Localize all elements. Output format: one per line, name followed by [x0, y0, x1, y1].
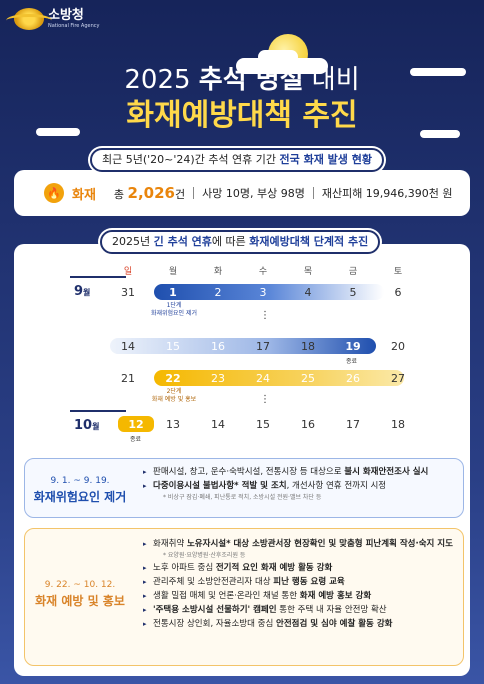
stage1-items: 판매시설, 창고, 운수·숙박시설, 전통시장 등 대상으로 불시 화재안전조사… [143, 465, 455, 503]
fire-label: 화재 [72, 187, 96, 203]
emblem-icon [6, 8, 52, 30]
month-divider [70, 410, 126, 412]
weekday-fri: 금 [348, 267, 358, 277]
day-cell: 17 [256, 340, 270, 353]
ellipsis: ⋮ [260, 394, 270, 405]
day-cell: 13 [166, 418, 180, 431]
stage2-end: 종료 [130, 436, 142, 443]
weekday-mon: 월 [168, 267, 178, 277]
weekday-sat: 토 [393, 267, 403, 277]
day-cell: 18 [391, 418, 405, 431]
day-cell: 26 [346, 372, 360, 385]
cloud-icon [420, 130, 460, 138]
day-cell: 6 [394, 286, 402, 299]
list-item: 판매시설, 창고, 운수·숙박시설, 전통시장 등 대상으로 불시 화재안전조사… [143, 465, 455, 479]
stage2-date: 9. 22. ~ 10. 12. [44, 580, 116, 590]
stage2-bar-end [118, 416, 154, 432]
cloud-icon [410, 68, 466, 76]
day-cell: 18 [301, 340, 315, 353]
list-item: 전통시장 상인회, 자율소방대 중심 안전점검 및 심야 예찰 활동 강화 [143, 617, 455, 631]
day-cell: 1 [169, 286, 177, 299]
fire-total: 총 2,026건 [113, 184, 186, 202]
list-item: 다중이용시설 불법사항* 적발 및 조치, 개선사항 연휴 전까지 시정 [143, 479, 455, 493]
stats-heading: 최근 5년('20~'24)간 추석 연휴 기간 전국 화재 발생 현황 [90, 148, 384, 172]
day-cell: 14 [121, 340, 135, 353]
stage2-bar [154, 370, 404, 386]
logo-text: 소방청 [48, 8, 84, 23]
day-cell: 19 [345, 340, 361, 353]
fire-icon: 🔥 [44, 183, 64, 203]
weekday-thu: 목 [303, 267, 313, 277]
day-cell: 17 [346, 418, 360, 431]
page-title: 화재예방대책 추진 [126, 98, 358, 133]
stage1-heading: 9. 1. ~ 9. 19. 화재위험요인 제거 [25, 473, 135, 505]
stage2-section: 9. 22. ~ 10. 12. 화재 예방 및 홍보 화재취약 노유자시설* … [24, 528, 464, 666]
day-cell: 21 [121, 372, 135, 385]
list-item: 관리주체 및 소방안전관리자 대상 피난 행동 요령 교육 [143, 575, 455, 589]
stage2-label: 2단계 화재 예방 및 홍보 [151, 388, 197, 403]
day-cell: 5 [349, 286, 357, 299]
day-cell: 4 [304, 286, 312, 299]
cloud-icon [258, 50, 298, 64]
day-cell: 15 [256, 418, 270, 431]
day-cell: 16 [211, 340, 225, 353]
day-cell: 14 [211, 418, 225, 431]
title-line-1: 2025 추석 명절 대비 [124, 65, 360, 95]
fire-stats-card: 🔥 화재 총 2,026건 사망 10명, 부상 98명 재산피해 19,946… [14, 170, 470, 216]
footnote: * 요양원·요양병원·산후조리원 등 [163, 552, 246, 559]
day-cell: 2 [214, 286, 222, 299]
day-cell: 31 [121, 286, 135, 299]
stage1-date: 9. 1. ~ 9. 19. [50, 476, 110, 486]
day-cell: 3 [259, 286, 267, 299]
day-cell: 27 [391, 372, 405, 385]
logo-sub: National Fire Agency [48, 23, 100, 29]
weekday-wed: 수 [258, 267, 268, 277]
stage1-end: 종료 [346, 358, 358, 365]
month-divider [70, 276, 126, 278]
footnote: * 비상구 잠김·폐쇄, 피난통로 적치, 소방시설 전원·밸브 차단 등 [163, 494, 322, 501]
month-october: 10월 [74, 418, 100, 433]
stage2-title: 화재 예방 및 홍보 [35, 594, 125, 608]
ellipsis: ⋮ [260, 310, 270, 321]
weekday-sun: 일 [123, 267, 133, 277]
divider [193, 187, 195, 199]
list-item: 생활 밀접 매체 및 언론·온라인 채널 통한 화재 예방 홍보 강화 [143, 589, 455, 603]
calendar-heading: 2025년 긴 추석 연휴에 따른 화재예방대책 단계적 추진 [100, 230, 381, 254]
stage2-items: 화재취약 노유자시설* 대상 소방관서장 현장확인 및 맞춤형 피난계획 작성·… [143, 537, 455, 631]
cloud-icon [36, 128, 80, 136]
weekday-tue: 화 [213, 267, 223, 277]
day-cell: 16 [301, 418, 315, 431]
day-cell: 15 [166, 340, 180, 353]
stage1-bar-cont [110, 338, 376, 354]
day-cell: 24 [256, 372, 270, 385]
day-cell: 12 [128, 418, 144, 431]
casualties: 사망 10명, 부상 98명 [202, 187, 305, 200]
property-damage: 재산피해 19,946,390천 원 [321, 187, 453, 200]
day-cell: 23 [211, 372, 225, 385]
day-cell: 22 [165, 372, 181, 385]
stage1-bar [154, 284, 384, 300]
stage1-label: 1단계 화재위험요인 제거 [150, 302, 198, 317]
agency-logo[interactable]: 소방청 National Fire Agency [6, 8, 100, 30]
list-item: 노후 아파트 중심 전기적 요인 화재 예방 활동 강화 [143, 561, 455, 575]
list-item: 화재취약 노유자시설* 대상 소방관서장 현장확인 및 맞춤형 피난계획 작성·… [143, 537, 455, 551]
day-cell: 20 [391, 340, 405, 353]
stage1-section: 9. 1. ~ 9. 19. 화재위험요인 제거 판매시설, 창고, 운수·숙박… [24, 458, 464, 518]
day-cell: 25 [301, 372, 315, 385]
stage1-title: 화재위험요인 제거 [33, 490, 127, 504]
cloud-icon [236, 58, 328, 74]
month-september: 9월 [74, 284, 91, 299]
stage2-heading: 9. 22. ~ 10. 12. 화재 예방 및 홍보 [25, 577, 135, 609]
list-item: '주택용 소방시설 선물하기' 캠페인 통한 주택 내 자율 안전망 확산 [143, 603, 455, 617]
divider [312, 187, 314, 199]
